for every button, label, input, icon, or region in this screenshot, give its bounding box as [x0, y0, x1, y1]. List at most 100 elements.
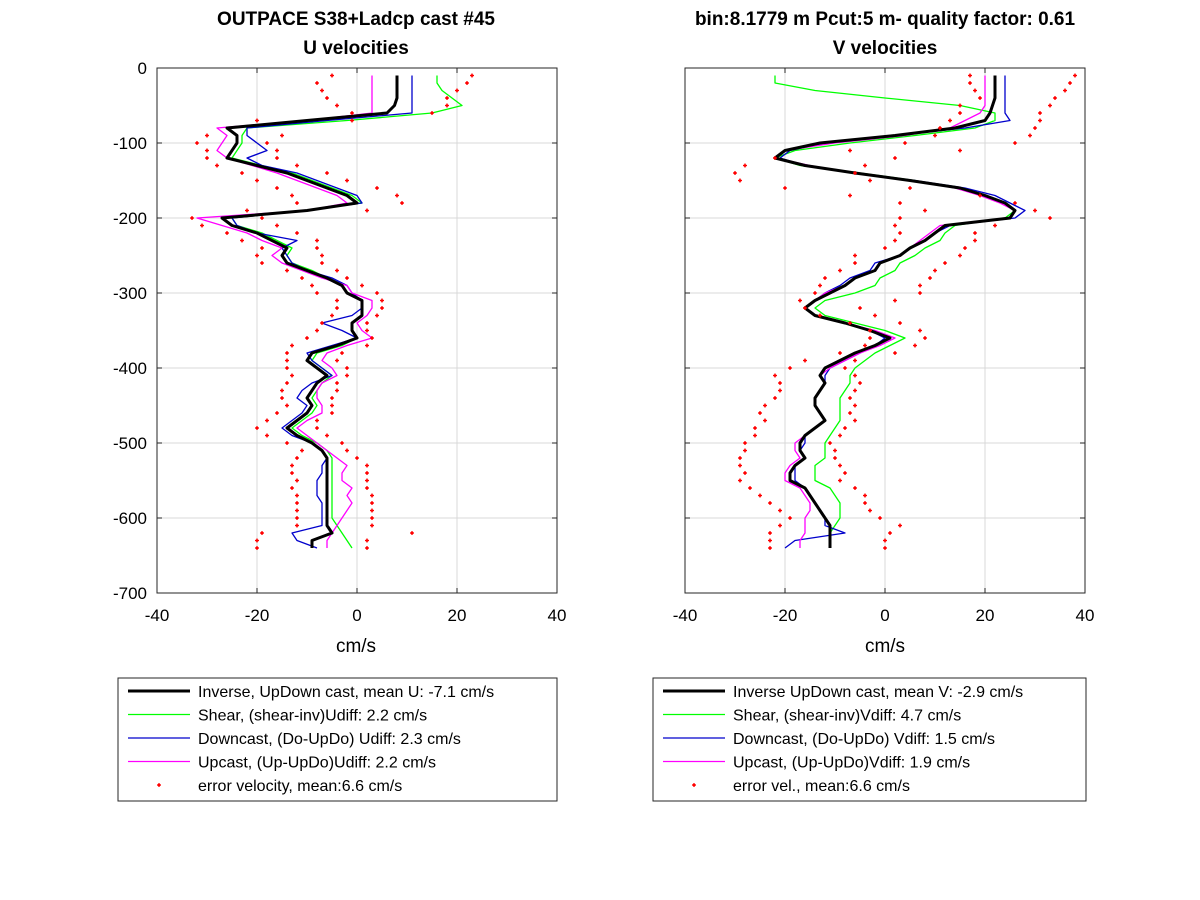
- v-error-point: [788, 366, 792, 370]
- u-x-tick-label: 20: [448, 606, 467, 625]
- u-error-point: [205, 148, 209, 153]
- v-error-point: [1038, 118, 1042, 123]
- v-error-point: [1048, 103, 1052, 108]
- u-y-tick-label: -400: [113, 359, 147, 378]
- u-error-point: [285, 441, 289, 445]
- u-error-point: [205, 133, 209, 138]
- u-error-point: [285, 358, 289, 363]
- v-error-point: [978, 193, 982, 198]
- u-error-point: [320, 253, 324, 258]
- v-error-point: [783, 186, 787, 190]
- u-error-point: [285, 366, 289, 370]
- v-error-point: [773, 156, 777, 160]
- v-error-point: [853, 388, 857, 393]
- v-error-point: [923, 336, 927, 340]
- v-error-point: [948, 118, 952, 123]
- v-error-point: [978, 96, 982, 100]
- v-x-axis-label: cm/s: [865, 636, 905, 657]
- v-error-point: [903, 141, 907, 145]
- u-error-point: [365, 463, 369, 468]
- u-error-point: [275, 156, 279, 160]
- v-error-point: [1073, 73, 1077, 78]
- u-error-point: [315, 328, 319, 333]
- u-error-point: [260, 216, 264, 220]
- u-error-point: [365, 328, 369, 333]
- v-error-point: [838, 463, 842, 468]
- u-error-point: [285, 351, 289, 355]
- v-error-point: [773, 396, 777, 400]
- v-error-point: [928, 276, 932, 280]
- v-error-point: [738, 178, 742, 183]
- v-error-point: [838, 268, 842, 273]
- u-error-point: [345, 448, 349, 453]
- u-error-point: [240, 171, 244, 175]
- u-error-point: [280, 396, 284, 400]
- u-y-tick-label: -600: [113, 509, 147, 528]
- u-error-point: [290, 373, 294, 378]
- u-error-point: [365, 486, 369, 490]
- u-error-point: [225, 231, 229, 235]
- u-legend-label: error velocity, mean:6.6 cm/s: [198, 778, 402, 795]
- v-error-point: [933, 268, 937, 273]
- v-error-point: [958, 103, 962, 108]
- v-error-point: [968, 73, 972, 78]
- u-error-point: [295, 523, 299, 528]
- v-error-point: [898, 201, 902, 205]
- u-error-point: [335, 358, 339, 363]
- u-error-point: [205, 156, 209, 160]
- v-error-point: [973, 88, 977, 93]
- v-x-tick-label: 20: [976, 606, 995, 625]
- u-error-point: [380, 298, 384, 303]
- u-error-point: [295, 501, 299, 505]
- v-error-point: [733, 171, 737, 175]
- u-error-point: [190, 216, 194, 220]
- u-x-tick-label: -40: [145, 606, 170, 625]
- v-error-point: [858, 381, 862, 385]
- v-legend-box: [652, 677, 1087, 802]
- v-error-point: [858, 306, 862, 310]
- v-error-point: [803, 306, 807, 310]
- v-error-point: [763, 403, 767, 408]
- u-y-tick-label: -500: [113, 434, 147, 453]
- v-legend-label: Shear, (shear-inv)Vdiff: 4.7 cm/s: [733, 708, 961, 725]
- v-error-point: [853, 373, 857, 378]
- u-error-point: [320, 88, 324, 93]
- v-error-point: [863, 343, 867, 348]
- v-error-point: [963, 246, 967, 250]
- u-error-point: [380, 306, 384, 310]
- u-error-point: [355, 456, 359, 460]
- u-error-point: [255, 118, 259, 123]
- u-error-point: [375, 186, 379, 190]
- v-error-point: [1068, 81, 1072, 85]
- v-error-point: [853, 486, 857, 490]
- u-error-point: [330, 313, 334, 318]
- v-error-point: [798, 298, 802, 303]
- u-error-point: [350, 111, 354, 115]
- u-error-point: [300, 276, 304, 280]
- u-error-point: [320, 321, 324, 325]
- u-error-point: [370, 523, 374, 528]
- v-error-point: [853, 403, 857, 408]
- u-error-point: [370, 336, 374, 340]
- v-error-point: [838, 478, 842, 483]
- v-error-point: [1033, 126, 1037, 130]
- v-error-point: [913, 343, 917, 348]
- u-error-point: [260, 261, 264, 265]
- v-error-point: [763, 418, 767, 423]
- v-error-point: [838, 433, 842, 438]
- v-error-point: [923, 208, 927, 213]
- v-series-inverse: [773, 75, 1017, 548]
- v-legend-item: Downcast, (Do-UpDo) Vdiff: 1.5 cm/s: [663, 731, 995, 748]
- v-error-point: [828, 441, 832, 445]
- u-error-point: [260, 531, 264, 535]
- v-error-point: [1013, 201, 1017, 205]
- u-error-point: [255, 538, 259, 543]
- v-panel-title: V velocities: [833, 38, 938, 59]
- v-error-point: [843, 366, 847, 370]
- u-legend-label: Downcast, (Do-UpDo) Udiff: 2.3 cm/s: [198, 731, 461, 748]
- u-error-point: [290, 343, 294, 348]
- v-error-point: [863, 493, 867, 498]
- v-error-point: [853, 253, 857, 258]
- v-error-point: [1063, 88, 1067, 93]
- u-error-point: [370, 516, 374, 520]
